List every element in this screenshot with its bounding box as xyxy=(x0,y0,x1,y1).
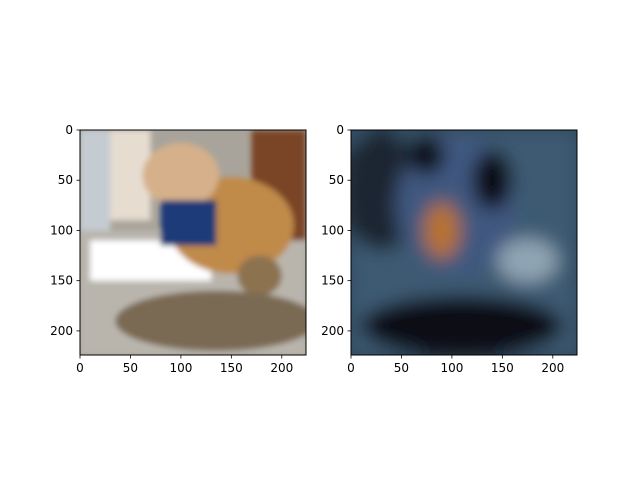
right-image-regions xyxy=(351,130,577,355)
right-y-tick-label: 50 xyxy=(329,173,344,187)
left-y-tick-label: 100 xyxy=(50,223,73,237)
right-subplot: 0 50 100 150 200 0 50 100 150 200 xyxy=(321,123,578,375)
left-axes-frame xyxy=(79,129,307,356)
left-x-tick-label: 50 xyxy=(123,361,138,375)
left-region-cat-body xyxy=(115,290,306,351)
right-y-ticks: 0 50 100 150 200 xyxy=(321,123,351,338)
left-region-window-frame xyxy=(80,130,111,231)
right-region-orange-patch xyxy=(423,202,460,259)
left-y-tick-label: 0 xyxy=(65,123,73,137)
right-x-tick-label: 150 xyxy=(491,361,514,375)
left-x-tick-label: 0 xyxy=(76,361,84,375)
left-x-tick-label: 150 xyxy=(220,361,243,375)
left-region-dog-harness xyxy=(160,200,217,246)
right-y-tick-label: 100 xyxy=(321,223,344,237)
right-y-tick-label: 150 xyxy=(321,274,344,288)
left-x-tick-label: 200 xyxy=(270,361,293,375)
right-x-tick-label: 50 xyxy=(394,361,409,375)
left-x-ticks: 0 50 100 150 200 xyxy=(76,355,293,375)
right-region-light-patch xyxy=(497,238,558,283)
right-image xyxy=(351,130,577,355)
right-region-dark-lower xyxy=(361,295,563,355)
right-x-tick-label: 200 xyxy=(541,361,564,375)
left-x-tick-label: 100 xyxy=(169,361,192,375)
right-x-ticks: 0 50 100 150 200 xyxy=(347,355,564,375)
left-y-tick-label: 50 xyxy=(58,173,73,187)
right-region-dark-ear-right xyxy=(472,150,513,211)
right-y-tick-label: 0 xyxy=(336,123,344,137)
left-y-tick-label: 200 xyxy=(50,324,73,338)
right-x-tick-label: 100 xyxy=(440,361,463,375)
left-y-tick-label: 150 xyxy=(50,274,73,288)
right-axes-frame xyxy=(350,129,578,356)
left-subplot: 0 50 100 150 200 0 50 100 150 200 xyxy=(50,123,307,375)
left-image-regions xyxy=(80,130,306,355)
right-y-tick-label: 200 xyxy=(321,324,344,338)
right-x-tick-label: 0 xyxy=(347,361,355,375)
left-region-cat-head xyxy=(237,255,282,296)
left-image xyxy=(80,130,306,355)
left-region-dog-head xyxy=(142,143,220,208)
left-y-ticks: 0 50 100 150 200 xyxy=(50,123,80,338)
right-region-dark-ear-left xyxy=(408,135,445,176)
